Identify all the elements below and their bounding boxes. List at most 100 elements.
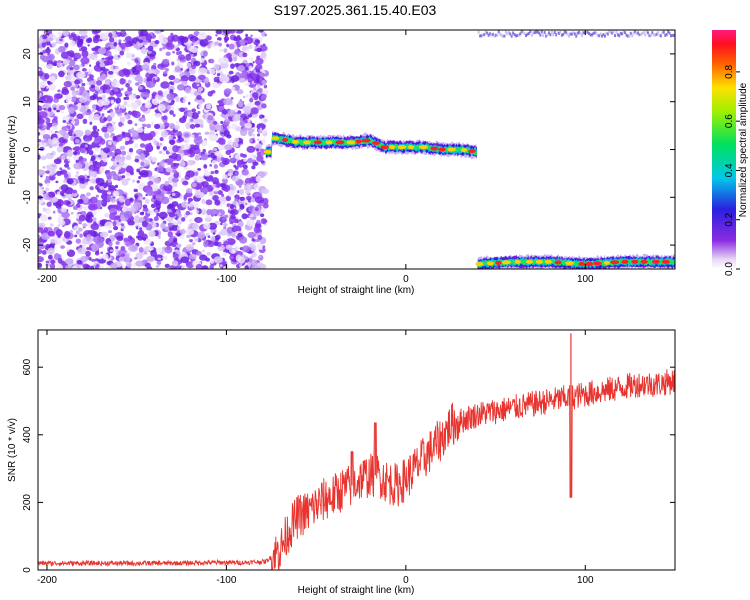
carrier-peak: [652, 259, 660, 264]
alias-speck: [619, 31, 622, 35]
noise-speck: [219, 264, 223, 267]
noise-speck: [115, 204, 122, 210]
noise-speck: [172, 145, 180, 153]
noise-speck: [224, 144, 233, 151]
noise-speck: [190, 53, 194, 58]
alias-speck: [523, 31, 526, 35]
noise-speck: [65, 265, 72, 269]
carrier-peak: [468, 149, 476, 154]
colorbar: 0.0 0.2 0.4 0.6 0.8 Normalized spectral ampl…: [712, 30, 749, 276]
noise-speck: [153, 62, 157, 66]
noise-speck: [49, 263, 56, 269]
alias-speck: [510, 34, 513, 38]
noise-speck: [39, 241, 44, 245]
noise-speck: [144, 102, 152, 109]
noise-speck: [38, 125, 43, 129]
noise-speck: [174, 124, 180, 131]
noise-speck: [113, 42, 118, 47]
noise-speck: [209, 124, 217, 131]
alias-speck: [616, 33, 619, 37]
noise-speck: [251, 241, 256, 246]
noise-speck: [115, 97, 121, 104]
noise-speck: [255, 175, 262, 183]
noise-speck: [66, 249, 70, 252]
snr-x-ticks: -200 -100 0 100: [37, 330, 594, 586]
noise-speck: [253, 79, 258, 84]
noise-speck: [138, 43, 143, 48]
noise-speck: [80, 255, 89, 263]
carrier-peak: [584, 261, 594, 266]
carrier-peak: [282, 138, 289, 143]
noise-speck: [242, 52, 248, 58]
alias-speck: [593, 31, 596, 35]
noise-speck: [164, 263, 170, 269]
alias-speck: [500, 33, 503, 37]
noise-speck: [169, 171, 174, 177]
spectrogram-panel: S197.2025.361.15.40.E03 -200 -100 0 100 -20…: [7, 2, 676, 296]
carrier-peak: [397, 145, 407, 150]
noise-speck: [191, 108, 197, 113]
noise-speck: [214, 150, 222, 157]
noise-speck: [230, 75, 240, 82]
noise-speck: [250, 91, 253, 94]
noise-speck: [82, 118, 88, 125]
noise-speck: [166, 105, 171, 111]
noise-speck: [145, 198, 150, 204]
noise-speck: [141, 123, 147, 128]
noise-speck: [109, 198, 116, 203]
noise-speck: [118, 121, 123, 127]
noise-speck: [225, 195, 231, 202]
alias-speck: [497, 30, 500, 34]
noise-speck: [42, 134, 51, 140]
noise-speck: [125, 94, 128, 97]
noise-speck: [81, 68, 87, 72]
noise-speck: [186, 234, 191, 239]
noise-speck: [53, 158, 62, 165]
noise-speck: [96, 220, 100, 224]
noise-speck: [53, 107, 57, 111]
noise-speck: [252, 92, 259, 99]
alias-speck: [589, 33, 592, 37]
noise-speck: [90, 223, 100, 231]
noise-speck: [248, 44, 253, 49]
noise-speck: [252, 133, 255, 137]
noise-speck: [194, 123, 201, 128]
spectrogram-frame: [37, 29, 676, 270]
alias-speck: [635, 32, 638, 36]
noise-speck: [212, 121, 218, 126]
noise-speck: [213, 256, 223, 264]
noise-speck: [62, 132, 69, 140]
noise-speck: [51, 122, 58, 127]
noise-speck: [176, 51, 180, 56]
noise-speck: [47, 138, 52, 143]
noise-speck: [86, 178, 90, 182]
noise-speck: [48, 163, 58, 171]
snr-series-line: [38, 369, 675, 570]
noise-speck: [90, 84, 95, 89]
noise-speck: [155, 265, 159, 268]
noise-speck: [237, 100, 244, 108]
noise-speck: [241, 258, 246, 263]
noise-speck: [228, 70, 234, 75]
spectrogram-x-tick-label: 100: [577, 274, 594, 285]
noise-speck: [179, 161, 186, 168]
alias-speck: [652, 33, 655, 37]
noise-speck: [234, 50, 239, 55]
noise-speck: [68, 34, 73, 39]
noise-speck: [244, 256, 249, 260]
noise-speck: [177, 43, 181, 47]
noise-speck: [72, 265, 78, 269]
snr-x-tick-label: 0: [403, 575, 409, 586]
carrier-peak: [325, 140, 333, 145]
noise-speck: [113, 225, 119, 231]
noise-speck: [84, 129, 92, 136]
noise-speck: [256, 262, 264, 267]
noise-speck: [180, 152, 185, 157]
noise-speck: [124, 115, 128, 119]
noise-speck: [39, 146, 45, 151]
carrier-peak: [303, 140, 311, 145]
noise-speck: [216, 157, 221, 163]
noise-speck: [46, 41, 51, 46]
noise-speck: [116, 162, 120, 165]
noise-speck: [164, 226, 170, 231]
